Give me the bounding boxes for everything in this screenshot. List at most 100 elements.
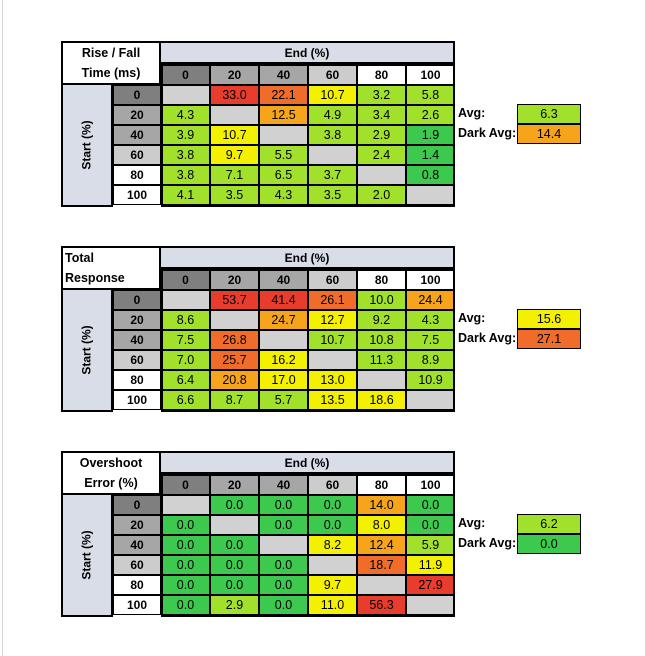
end-axis-title: End (%) [161, 246, 455, 269]
heatmap-cell: 7.1 [210, 165, 259, 185]
column-header: 20 [210, 474, 259, 495]
column-header: 20 [210, 64, 259, 85]
heatmap-cell: 6.4 [161, 370, 210, 390]
heatmap-cell: 56.3 [357, 595, 406, 615]
heatmap-cell: 25.7 [210, 350, 259, 370]
column-header: 0 [161, 474, 210, 495]
heatmap-cell: 26.1 [308, 290, 357, 310]
heatmap-cell: 5.5 [259, 145, 308, 165]
heatmap-cell: 0.0 [259, 555, 308, 575]
end-axis-title: End (%) [161, 451, 455, 474]
heatmap-cell: 16.2 [259, 350, 308, 370]
heatmap-cell: 8.6 [161, 310, 210, 330]
row-header: 20 [113, 515, 161, 535]
row-header: 0 [113, 85, 161, 105]
heatmap-cell: 41.4 [259, 290, 308, 310]
heatmap-cell: 24.7 [259, 310, 308, 330]
heatmap-cell: 2.0 [357, 185, 406, 205]
heatmap-cell: 18.7 [357, 555, 406, 575]
heatmap-cell [210, 515, 259, 535]
heatmap-cell [210, 310, 259, 330]
heatmap-cell: 9.7 [210, 145, 259, 165]
heatmap-panel: Total ResponseTime (ms)End (%)0204060801… [61, 246, 646, 416]
heatmap-cell [210, 105, 259, 125]
heatmap-cell: 0.0 [161, 575, 210, 595]
corner-label-line: Overshoot [79, 456, 143, 470]
row-header: 100 [113, 185, 161, 205]
heatmap-cell: 6.5 [259, 165, 308, 185]
heatmap-cell: 10.9 [406, 370, 455, 390]
heatmap-cell [308, 555, 357, 575]
heatmap-cell: 3.8 [161, 145, 210, 165]
avg-value: 6.2 [517, 514, 581, 534]
heatmap-cell: 3.5 [308, 185, 357, 205]
heatmap-cell [357, 165, 406, 185]
corner-label-line: Total Response [65, 251, 125, 285]
heatmap-cell: 14.0 [357, 495, 406, 515]
avg-label: Avg: [458, 311, 486, 325]
column-header: 20 [210, 269, 259, 290]
row-header: 100 [113, 595, 161, 615]
dark-avg-value: 27.1 [517, 329, 581, 349]
heatmap-cell: 0.0 [210, 495, 259, 515]
table-corner-label: Rise / Fall Time (ms) [61, 41, 161, 85]
heatmap-cell [308, 350, 357, 370]
heatmap-cell: 13.0 [308, 370, 357, 390]
avg-value: 6.3 [517, 104, 581, 124]
heatmap-panel: Rise / Fall Time (ms) End (%) 0 20 40 60 80 100 S… [61, 41, 646, 211]
heatmap-cell [259, 330, 308, 350]
column-header: 60 [308, 474, 357, 495]
heatmap-cell: 0.0 [161, 555, 210, 575]
heatmap-cell: 1.4 [406, 145, 455, 165]
row-header: 60 [113, 145, 161, 165]
heatmap-cell: 2.4 [357, 145, 406, 165]
column-header: 100 [406, 64, 455, 85]
heatmap-cell: 4.9 [308, 105, 357, 125]
heatmap-cell: 12.4 [357, 535, 406, 555]
column-header: 0 [161, 269, 210, 290]
corner-label-line: Time (ms) [81, 66, 141, 80]
table-corner-label: Total ResponseTime (ms) [61, 246, 161, 305]
column-header: 0 [161, 64, 210, 85]
heatmap-cell [406, 390, 455, 410]
heatmap-cell: 0.0 [406, 515, 455, 535]
column-header: 40 [259, 64, 308, 85]
heatmap-cell: 0.0 [161, 535, 210, 555]
heatmap-cell: 0.0 [259, 495, 308, 515]
avg-value: 15.6 [517, 309, 581, 329]
heatmap-panel: Overshoot Error (%) End (%) 0 20 40 60 80 100 Sta… [61, 451, 646, 621]
heatmap-cell [357, 575, 406, 595]
dark-avg-value: 0.0 [517, 534, 581, 554]
heatmap-cell: 0.0 [406, 495, 455, 515]
heatmap-cell: 0.0 [210, 575, 259, 595]
heatmap-cell: 2.9 [210, 595, 259, 615]
heatmap-cell: 0.0 [210, 555, 259, 575]
heatmap-cell: 5.7 [259, 390, 308, 410]
avg-label: Avg: [458, 106, 486, 120]
heatmap-cell: 3.8 [161, 165, 210, 185]
heatmap-cell: 27.9 [406, 575, 455, 595]
row-header: 80 [113, 575, 161, 595]
row-header: 60 [113, 555, 161, 575]
column-header: 100 [406, 269, 455, 290]
row-header: 80 [113, 165, 161, 185]
heatmap-cell: 4.3 [406, 310, 455, 330]
heatmap-cell: 17.0 [259, 370, 308, 390]
page-left-rule [2, 0, 3, 656]
heatmap-cell: 22.1 [259, 85, 308, 105]
heatmap-cell: 26.8 [210, 330, 259, 350]
column-header: 80 [357, 474, 406, 495]
start-axis-label: Start (%) [80, 120, 94, 170]
heatmap-cell: 11.0 [308, 595, 357, 615]
heatmap-cell: 18.6 [357, 390, 406, 410]
heatmap-cell: 7.5 [161, 330, 210, 350]
heatmap-cell: 0.0 [259, 515, 308, 535]
heatmap-cell: 0.0 [308, 515, 357, 535]
heatmap-cell [161, 495, 210, 515]
heatmap-cell: 33.0 [210, 85, 259, 105]
heatmap-cell: 0.8 [406, 165, 455, 185]
heatmap-cell [259, 125, 308, 145]
heatmap-cell: 3.4 [357, 105, 406, 125]
heatmap-cell: 0.0 [259, 595, 308, 615]
heatmap-cell: 0.0 [210, 535, 259, 555]
